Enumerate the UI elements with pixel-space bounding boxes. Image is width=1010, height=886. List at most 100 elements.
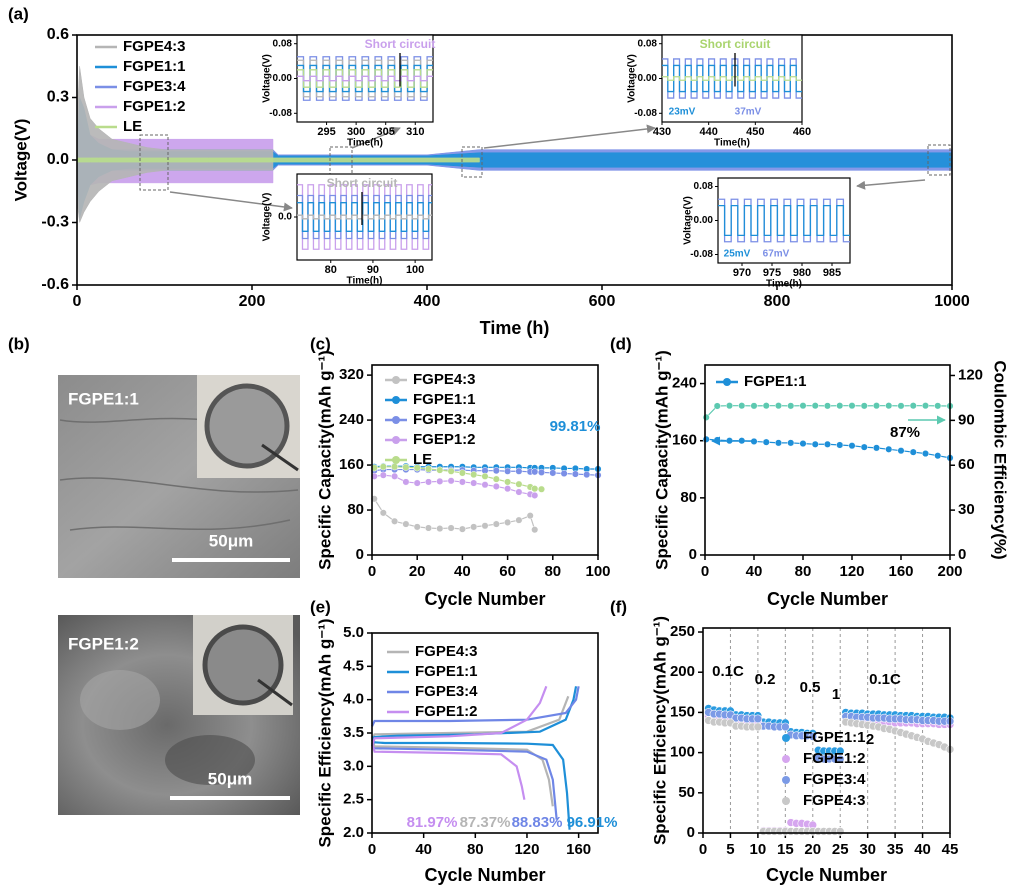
zoom-box — [461, 146, 483, 178]
data-point — [391, 517, 399, 525]
y-tick-label: 240 — [672, 375, 697, 392]
data-point — [481, 481, 489, 489]
x-tick-label: 30 — [859, 841, 876, 858]
inset-x-title: Time(h) — [347, 138, 383, 149]
x-tick-label: 160 — [566, 841, 591, 858]
y-tick-label: 160 — [672, 432, 697, 449]
data-point — [921, 450, 930, 458]
y-tick-label: 200 — [670, 663, 695, 680]
data-point — [872, 444, 881, 452]
inset-y-title: Voltage(V) — [262, 193, 273, 242]
data-point — [897, 447, 905, 455]
data-point — [436, 477, 444, 485]
photo-cell — [204, 383, 290, 469]
inset-x-title: Time(h) — [766, 279, 802, 290]
y-tick-label: 0 — [689, 546, 697, 563]
data-point — [413, 464, 421, 472]
x-tick-label: 40 — [746, 563, 763, 580]
panel-label: (b) — [8, 334, 30, 353]
data-point — [391, 463, 399, 471]
data-point — [753, 722, 763, 732]
data-point — [391, 472, 399, 480]
inset-frame — [296, 34, 434, 123]
photo-tweezer — [261, 443, 299, 472]
y-tick-label: 160 — [339, 456, 364, 473]
data-point — [424, 478, 433, 486]
plot-frame — [371, 632, 599, 834]
data-point — [799, 440, 807, 448]
data-point — [492, 520, 500, 528]
legend-label: FGPE4:3 — [803, 792, 866, 809]
inset-trace — [297, 69, 433, 88]
legend-label: FGPE1:1 — [744, 373, 807, 390]
y-tick-label: 0 — [687, 824, 695, 841]
x-axis-title: Cycle Number — [766, 865, 887, 885]
inset-y-tick-label: -0.08 — [634, 108, 657, 119]
data-point — [537, 485, 546, 493]
data-point — [504, 485, 512, 493]
legend-label: FGPE3:4 — [803, 771, 866, 788]
annotation: 81.97% — [407, 814, 458, 831]
data-point — [402, 478, 410, 486]
x-axis-title: Cycle Number — [767, 589, 888, 609]
inset-title: Short circuit — [700, 37, 771, 51]
data-point — [515, 516, 523, 524]
legend-marker — [392, 416, 400, 424]
data-point — [492, 475, 500, 483]
legend-marker — [782, 755, 790, 763]
y-tick-label: -0.3 — [41, 214, 69, 231]
legend-label: FGPE4:3 — [413, 371, 476, 388]
inset-annotation: 37mV — [735, 107, 762, 118]
data-point — [909, 402, 917, 410]
data-point — [531, 485, 539, 493]
y-axis-title: Specific Capacity(mAh g⁻¹) — [652, 350, 671, 570]
data-point — [787, 439, 795, 447]
inset-trace — [297, 214, 432, 220]
data-point — [781, 722, 790, 732]
data-point — [702, 435, 710, 443]
zoom-box — [139, 134, 169, 191]
y-tick-label: 80 — [347, 501, 364, 518]
x-tick-label: 20 — [409, 563, 426, 580]
x-tick-label: 0 — [368, 841, 376, 858]
zoom-arrow — [351, 126, 401, 149]
x-axis-title: Cycle Number — [424, 589, 545, 609]
y-tick-label: 0.0 — [47, 151, 69, 168]
panel-label: (f) — [610, 597, 627, 616]
data-point — [504, 467, 512, 475]
legend-marker — [782, 734, 790, 742]
legend-marker — [782, 797, 790, 805]
sem-texture — [165, 735, 255, 785]
data-point — [515, 488, 523, 496]
y2-tick-label: 0 — [958, 546, 966, 563]
data-point — [379, 463, 387, 471]
data-point — [379, 471, 387, 479]
panel-label: (a) — [8, 4, 29, 23]
inset-y-tick-label: 0.08 — [638, 38, 658, 49]
y2-tick-label: 30 — [958, 501, 975, 518]
data-point — [470, 523, 478, 531]
y-axis-title: Specific Capacity(mAh g⁻¹) — [315, 350, 334, 570]
inset-trace — [297, 56, 433, 101]
y2-tick-label: 90 — [958, 411, 975, 428]
x-tick-label: 45 — [942, 841, 959, 858]
x-tick-label: 120 — [839, 563, 864, 580]
y-tick-label: 4.5 — [343, 657, 364, 674]
data-point — [848, 442, 856, 450]
inset-x-tick-label: 295 — [317, 126, 335, 138]
data-point — [504, 518, 512, 526]
legend-marker — [392, 436, 400, 444]
x-tick-label: 800 — [764, 293, 791, 310]
data-point — [447, 467, 455, 475]
voltage-envelope — [76, 157, 480, 163]
plot-frame — [702, 627, 951, 834]
data-point — [560, 469, 568, 478]
y-tick-label: 0 — [356, 546, 364, 563]
y-tick-label: 0.3 — [47, 89, 69, 106]
legend-marker — [392, 396, 400, 404]
x-tick-label: 80 — [544, 563, 561, 580]
x-tick-label: 40 — [454, 563, 471, 580]
legend-marker — [392, 376, 400, 384]
inset-trace — [297, 75, 433, 82]
y-tick-label: -0.6 — [41, 276, 69, 293]
